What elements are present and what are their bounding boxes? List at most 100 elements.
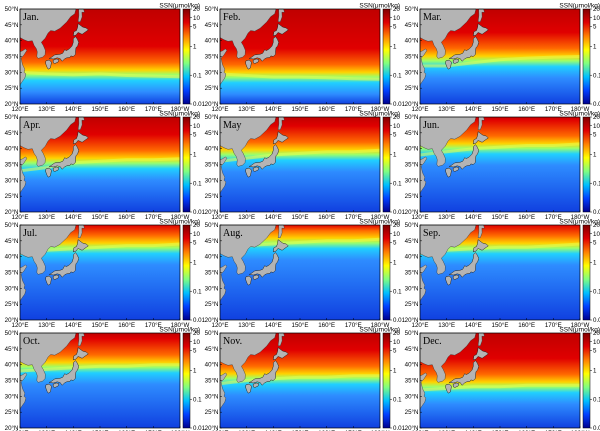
continent-land <box>219 225 228 303</box>
month-label: Mar. <box>423 12 442 23</box>
lat-tick-label: 30°N <box>5 393 19 400</box>
lat-tick-label: 50°N <box>205 114 219 121</box>
lon-tick-label: 130°E <box>438 214 455 221</box>
lat-tick-label: 20°N <box>5 425 19 431</box>
japan-island <box>272 347 289 361</box>
lat-tick-label: 25°N <box>405 193 419 200</box>
lon-tick-label: 180°W <box>371 322 390 329</box>
japan-island <box>245 59 252 70</box>
colorbar: 20 10 5 1 0.1 0.01 SSN(μmol/kg) <box>159 3 205 109</box>
colorbar-tick-label: 0.01 <box>393 101 406 108</box>
colorbar-tick-label: 0.1 <box>593 180 600 187</box>
colorbar-tick-label: 5 <box>593 240 597 247</box>
japan-island <box>45 275 52 286</box>
lat-tick-label: 45°N <box>205 22 219 29</box>
lat-tick-label: 40°N <box>205 146 219 153</box>
nutrient-front-line <box>219 148 381 163</box>
japan-island <box>49 144 79 170</box>
japan-island <box>52 166 60 172</box>
lat-tick-label: 40°N <box>405 362 419 369</box>
lat-tick-label: 20°N <box>205 101 219 108</box>
colorbar-tick-label: 0.1 <box>193 288 202 295</box>
japan-island <box>449 360 479 386</box>
japan-island <box>49 252 79 278</box>
japan-island <box>72 23 89 37</box>
colorbar-tick-label: 0.1 <box>393 72 402 79</box>
colorbar-tick-label: 5 <box>393 132 397 139</box>
colorbar-tick-label: 10 <box>193 339 200 346</box>
lat-tick-label: 45°N <box>405 130 419 137</box>
lon-tick-label: 170°E <box>545 322 562 329</box>
continent-land <box>77 8 85 22</box>
lon-tick-label: 150°E <box>292 106 309 113</box>
colorbar-tick-label: 20 <box>593 330 600 337</box>
lat-tick-label: 30°N <box>205 393 219 400</box>
colorbar-tick-label: 1 <box>193 44 197 51</box>
nutrient-front-line <box>219 72 381 81</box>
continent-land <box>477 116 485 130</box>
lat-tick-label: 45°N <box>405 22 419 29</box>
colorbar-gradient <box>382 8 391 105</box>
lon-tick-label: 160°E <box>518 322 535 329</box>
lat-tick-label: 30°N <box>405 393 419 400</box>
colorbar-tick-label: 5 <box>393 24 397 31</box>
continent-land <box>77 224 85 238</box>
lon-tick-label: 160°E <box>318 322 335 329</box>
continent-land <box>277 116 285 130</box>
lat-tick-label: 30°N <box>5 69 19 76</box>
lat-tick-label: 50°N <box>5 6 19 13</box>
continent-land <box>477 332 485 346</box>
lat-tick-label: 30°N <box>205 285 219 292</box>
japan-island <box>472 131 489 145</box>
lat-tick-label: 25°N <box>405 409 419 416</box>
colorbar-tick-label: 0.01 <box>393 317 406 324</box>
colorbar-tick-label: 1 <box>193 368 197 375</box>
colorbar-tick-label: 20 <box>193 114 200 121</box>
month-label: Jul. <box>23 228 37 239</box>
lat-tick-label: 30°N <box>5 285 19 292</box>
colorbar-tick-label: 20 <box>393 330 400 337</box>
colorbar-tick-label: 20 <box>193 6 200 13</box>
lat-tick-label: 35°N <box>405 270 419 277</box>
month-label: Apr. <box>23 120 41 131</box>
continent-land <box>219 9 228 87</box>
colorbar-tick-label: 0.1 <box>193 72 202 79</box>
lon-tick-label: 120°E <box>412 214 429 221</box>
colorbar-tick-label: 0.01 <box>593 317 600 324</box>
colorbar-tick-label: 0.01 <box>593 209 600 216</box>
lat-tick-label: 40°N <box>5 38 19 45</box>
lat-tick-label: 50°N <box>205 6 219 13</box>
lat-tick-label: 50°N <box>205 222 219 229</box>
colorbar-tick-label: 5 <box>593 348 597 355</box>
lat-tick-label: 50°N <box>5 114 19 121</box>
lat-tick-label: 45°N <box>5 238 19 245</box>
map-panel: Oct.50°N45°N40°N35°N30°N25°N20°N120°E130… <box>5 327 206 431</box>
colorbar-gradient <box>582 332 591 429</box>
japan-island <box>272 131 289 145</box>
colorbar-tick-label: 0.01 <box>393 209 406 216</box>
lon-tick-label: 120°E <box>12 106 29 113</box>
lat-tick-label: 30°N <box>205 69 219 76</box>
lon-tick-label: 170°E <box>345 106 362 113</box>
colorbar-tick-label: 0.01 <box>393 425 406 431</box>
lat-tick-label: 25°N <box>205 301 219 308</box>
lat-tick-label: 40°N <box>205 254 219 261</box>
japan-island <box>272 23 289 37</box>
lat-tick-label: 20°N <box>405 101 419 108</box>
japan-island <box>45 167 52 178</box>
colorbar-unit-label: SSN(μmol/kg) <box>359 111 400 118</box>
lon-tick-label: 120°E <box>12 214 29 221</box>
lon-tick-label: 120°E <box>412 106 429 113</box>
colorbar: 20 10 5 1 0.1 0.01 SSN(μmol/kg) <box>559 3 600 109</box>
lat-tick-label: 20°N <box>405 209 419 216</box>
colorbar-tick-label: 5 <box>393 348 397 355</box>
japan-island <box>452 166 460 172</box>
japan-island <box>45 59 52 70</box>
japan-island <box>445 383 452 394</box>
nutrient-front-line <box>219 374 380 386</box>
japan-island <box>252 166 260 172</box>
